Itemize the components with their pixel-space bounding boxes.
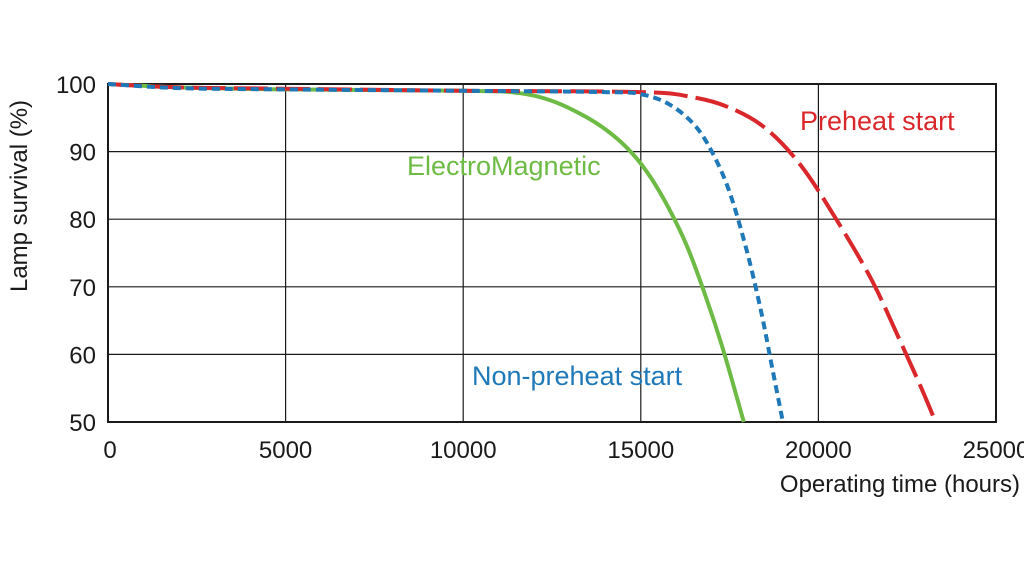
series-label-electromagnetic: ElectroMagnetic	[407, 151, 601, 181]
series-label-non-preheat-start: Non-preheat start	[472, 361, 683, 391]
series-layer	[107, 82, 938, 423]
plot-frame	[107, 83, 997, 423]
x-tick-label: 5000	[259, 437, 312, 464]
y-tick-label: 100	[56, 72, 96, 99]
y-tick-labels: 50 60 70 80 90 100	[56, 72, 96, 437]
x-tick-label: 25000	[963, 437, 1024, 464]
series-line-preheat-start	[107, 82, 938, 423]
y-tick-label: 80	[69, 207, 96, 234]
y-tick-label: 70	[69, 275, 96, 302]
y-tick-label: 90	[69, 140, 96, 167]
series-label-preheat-start: Preheat start	[800, 106, 955, 136]
y-tick-label: 50	[69, 410, 96, 437]
series-line-non-preheat-start	[107, 82, 785, 423]
y-tick-label: 60	[69, 342, 96, 369]
x-tick-label: 15000	[607, 437, 674, 464]
y-axis-title: Lamp survival (%)	[6, 100, 33, 292]
x-tick-label: 10000	[430, 437, 497, 464]
x-tick-label: 0	[103, 437, 116, 464]
x-tick-label: 20000	[785, 437, 852, 464]
x-axis-title: Operating time (hours)	[780, 471, 1020, 498]
x-tick-labels: 0 5000 10000 15000 20000 25000	[103, 437, 1024, 464]
